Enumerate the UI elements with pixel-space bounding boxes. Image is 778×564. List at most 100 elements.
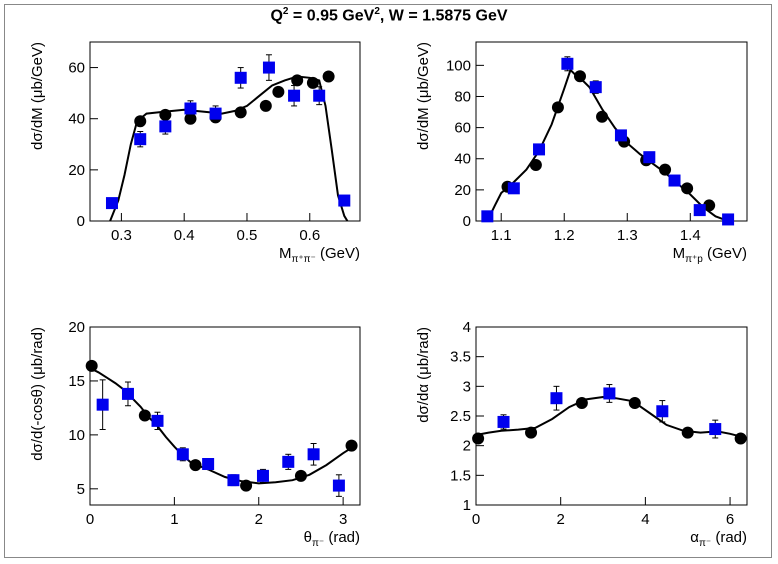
plot-frame <box>475 41 748 222</box>
data-point <box>668 174 681 187</box>
y-tick-label: 5 <box>77 481 85 498</box>
y-tick-label: 20 <box>68 319 85 336</box>
data-point <box>497 415 510 428</box>
y-tick-label: 2 <box>463 438 471 455</box>
data-point <box>151 414 164 427</box>
plot-frame <box>89 326 361 506</box>
y-tick-label: 100 <box>446 57 471 74</box>
data-point <box>561 57 574 70</box>
model-point <box>291 74 304 87</box>
data-point <box>507 182 520 195</box>
x-tick-label: 0.5 <box>237 227 258 244</box>
model-point <box>659 163 672 176</box>
data-point <box>603 387 616 400</box>
model-point <box>681 426 694 439</box>
data-point <box>202 458 215 471</box>
y-tick-label: 40 <box>454 151 471 168</box>
model-point <box>259 99 272 112</box>
x-tick-label: 2 <box>255 511 263 528</box>
y-tick-label: 60 <box>68 60 85 77</box>
data-point <box>234 71 247 84</box>
y-tick-label: 0 <box>77 213 85 230</box>
x-tick-label: 1.2 <box>554 227 575 244</box>
y-tick-label: 4 <box>463 319 471 336</box>
data-point <box>656 405 669 418</box>
model-point <box>681 182 694 195</box>
data-point <box>105 197 118 210</box>
data-point <box>313 89 326 102</box>
model-point <box>472 432 485 445</box>
data-point <box>307 448 320 461</box>
y-tick-label: 3 <box>463 378 471 395</box>
y-tick-label: 1.5 <box>450 467 471 484</box>
data-point <box>722 213 735 226</box>
model-point <box>551 101 564 114</box>
data-point <box>176 448 189 461</box>
y-tick-label: 3.5 <box>450 349 471 366</box>
model-point <box>529 158 542 171</box>
model-point <box>294 469 307 482</box>
model-point <box>306 76 319 89</box>
y-tick-label: 10 <box>68 427 85 444</box>
model-point <box>703 199 716 212</box>
data-point <box>121 387 134 400</box>
model-point <box>134 115 147 128</box>
model-point <box>159 108 172 121</box>
x-tick-label: 1.3 <box>617 227 638 244</box>
x-axis-label: Mπ⁺p (GeV) <box>673 245 747 265</box>
model-curve <box>109 75 349 222</box>
panel-3: 0 1 2 3 5 10 15 20 θπ⁻ (rad) dσ/d(-cosθ) (μb/rad) <box>29 319 361 549</box>
x-tick-label: 0.6 <box>299 227 320 244</box>
model-point <box>345 439 358 452</box>
x-tick-label: 0.4 <box>174 227 195 244</box>
y-tick-label: 1 <box>463 497 471 514</box>
x-tick-label: 4 <box>641 511 649 528</box>
data-point <box>134 133 147 146</box>
model-curve <box>89 367 356 485</box>
data-point <box>338 194 351 207</box>
y-tick-label: 40 <box>68 111 85 128</box>
model-point <box>575 396 588 409</box>
data-point <box>481 210 494 223</box>
x-tick-label: 1 <box>170 511 178 528</box>
x-tick-label: 0.3 <box>111 227 132 244</box>
data-point <box>589 81 602 94</box>
data-point <box>209 107 222 120</box>
plot-frame <box>89 41 361 222</box>
x-tick-label: 1.4 <box>680 227 701 244</box>
data-point <box>256 469 269 482</box>
y-axis-label: dσ/dM (μb/GeV) <box>29 42 46 150</box>
data-point <box>184 102 197 115</box>
model-point <box>525 426 538 439</box>
chart-title: Q2 = 0.95 GeV2, W = 1.5875 GeV <box>270 6 508 25</box>
data-point <box>288 89 301 102</box>
model-point <box>573 70 586 83</box>
model-curve <box>486 68 729 222</box>
y-axis-label: dσ/d(-cosθ) (μb/rad) <box>29 327 46 461</box>
data-point <box>282 455 295 468</box>
model-point <box>234 106 247 119</box>
y-tick-label: 15 <box>68 373 85 390</box>
model-point <box>322 70 335 83</box>
data-point <box>614 129 627 142</box>
y-axis-label: dσ/dM (μb/GeV) <box>415 42 432 150</box>
y-axis-label: dσ/dα (μb/rad) <box>415 327 432 423</box>
y-tick-label: 0 <box>463 213 471 230</box>
panel-4: 0 2 4 6 1 1.5 2 2.5 3 3.5 4 απ⁻ (rad) dσ/dα (μb/rad) <box>415 319 748 549</box>
x-axis-label: απ⁻ (rad) <box>690 529 747 549</box>
model-point <box>596 110 609 123</box>
y-tick-label: 2.5 <box>450 408 471 425</box>
x-tick-label: 1.1 <box>491 227 512 244</box>
y-tick-label: 20 <box>68 162 85 179</box>
canvas-frame <box>4 4 772 558</box>
data-point <box>96 398 109 411</box>
model-point <box>189 459 202 472</box>
data-point <box>643 151 656 164</box>
data-point <box>550 392 563 405</box>
model-point <box>272 85 285 98</box>
x-tick-label: 0 <box>472 511 480 528</box>
data-point <box>159 120 172 133</box>
model-point <box>138 409 151 422</box>
panel-1: 0.3 0.4 0.5 0.6 0 20 40 60 Mπ⁺π⁻ (GeV) dσ/dM (μb/… <box>29 41 361 265</box>
